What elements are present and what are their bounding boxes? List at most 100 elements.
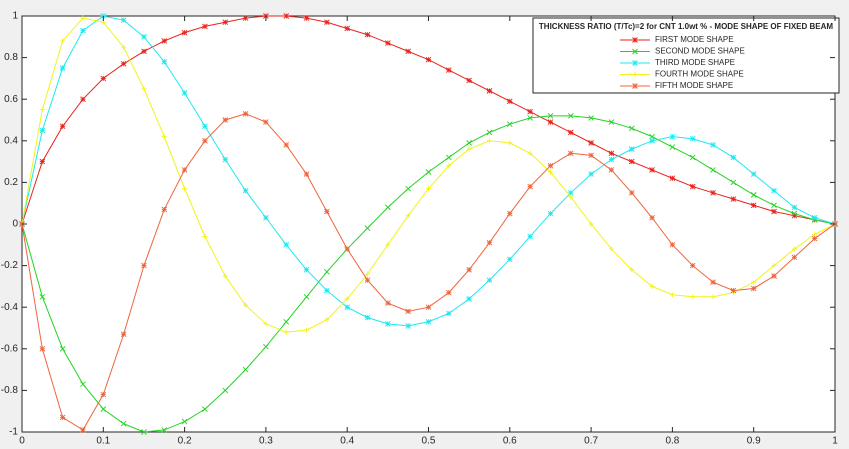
data-point xyxy=(263,214,269,221)
legend-label: THIRD MODE SHAPE xyxy=(655,58,735,67)
data-point xyxy=(181,90,188,96)
data-point xyxy=(181,167,188,173)
y-tick-label: 0.4 xyxy=(4,135,18,146)
data-point xyxy=(242,187,249,194)
legend-label: FOURTH MODE SHAPE xyxy=(655,70,744,79)
data-point xyxy=(80,15,86,21)
data-point xyxy=(324,269,330,275)
y-tick-label: -0.8 xyxy=(1,385,19,396)
data-point xyxy=(283,329,289,335)
data-point xyxy=(60,38,66,44)
data-point xyxy=(80,381,86,387)
data-point xyxy=(486,239,493,246)
data-point xyxy=(365,271,371,277)
data-point xyxy=(222,387,229,394)
data-point xyxy=(710,167,716,173)
data-point xyxy=(608,167,615,173)
data-point xyxy=(59,345,66,352)
data-point xyxy=(182,186,188,192)
data-point xyxy=(811,214,818,221)
data-point xyxy=(181,418,188,425)
x-tick-label: 0.8 xyxy=(665,436,679,447)
data-point xyxy=(567,129,574,136)
y-tick-label: 0.6 xyxy=(4,94,18,105)
legend-label: FIFTH MODE SHAPE xyxy=(655,81,733,90)
data-point xyxy=(446,289,452,296)
data-point xyxy=(344,246,351,252)
data-point xyxy=(669,144,676,150)
data-point xyxy=(588,140,594,146)
x-tick-label: 0.4 xyxy=(340,436,354,447)
y-tick-label: 1 xyxy=(12,11,18,22)
data-point xyxy=(506,121,513,127)
data-point xyxy=(59,123,66,130)
data-point xyxy=(771,263,777,269)
data-point xyxy=(649,167,655,173)
data-point xyxy=(344,296,350,302)
data-point xyxy=(446,154,452,161)
data-point xyxy=(751,279,757,285)
data-point xyxy=(689,262,696,269)
data-point xyxy=(628,125,635,132)
data-point xyxy=(405,308,411,315)
data-point xyxy=(466,266,472,273)
data-point xyxy=(161,134,167,140)
data-point xyxy=(669,292,675,298)
data-point xyxy=(324,287,330,294)
y-tick-label: -1 xyxy=(9,427,18,438)
data-point xyxy=(161,206,168,213)
data-point xyxy=(120,61,127,67)
data-point xyxy=(649,214,655,221)
data-point xyxy=(771,273,777,279)
data-point xyxy=(303,15,310,21)
data-point xyxy=(161,58,168,65)
data-point xyxy=(324,317,330,323)
data-point xyxy=(629,267,635,273)
data-point xyxy=(608,156,615,163)
data-point xyxy=(690,294,696,300)
data-point xyxy=(161,427,168,433)
data-point xyxy=(80,427,86,433)
data-point xyxy=(710,142,716,148)
data-point xyxy=(425,318,432,325)
data-point xyxy=(181,29,188,36)
data-point xyxy=(39,345,46,352)
y-tick-label: 0 xyxy=(12,219,18,230)
data-point xyxy=(283,13,290,19)
data-point xyxy=(242,15,249,21)
data-point xyxy=(141,33,147,40)
data-point xyxy=(222,156,229,163)
data-point xyxy=(791,212,798,219)
data-point xyxy=(100,406,107,412)
data-point xyxy=(121,44,127,50)
data-point xyxy=(750,202,757,209)
data-point xyxy=(385,300,391,306)
data-point xyxy=(303,266,310,273)
data-point xyxy=(628,146,635,152)
legend-marker xyxy=(632,72,638,77)
data-point xyxy=(568,194,574,200)
data-point xyxy=(669,175,676,182)
data-point xyxy=(303,293,310,300)
data-point xyxy=(527,183,533,190)
data-point xyxy=(750,192,757,198)
legend-box xyxy=(532,17,840,94)
legend-marker xyxy=(632,83,638,89)
data-point xyxy=(628,158,635,165)
data-point xyxy=(588,221,594,227)
data-point xyxy=(567,113,574,119)
data-point xyxy=(120,420,127,427)
data-point xyxy=(446,163,452,169)
x-tick-label: 0.5 xyxy=(422,436,436,447)
data-point xyxy=(405,185,411,192)
data-point xyxy=(547,113,554,119)
legend-title: THICKNESS RATIO (T/Tc)=2 for CNT 1.0wt %… xyxy=(539,22,834,31)
data-point xyxy=(689,135,696,142)
data-point xyxy=(730,179,737,186)
legend-label: FIRST MODE SHAPE xyxy=(655,35,734,44)
data-point xyxy=(710,189,716,196)
data-point xyxy=(303,171,310,177)
data-point xyxy=(811,235,818,242)
data-point xyxy=(425,169,432,175)
